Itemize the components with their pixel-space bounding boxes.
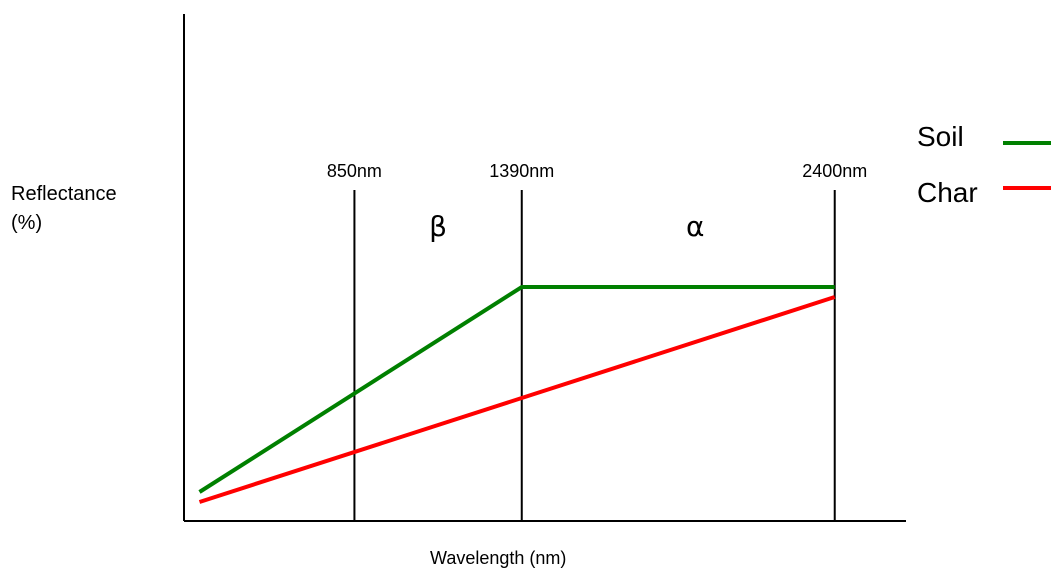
x-axis-label: Wavelength (nm)	[430, 548, 567, 568]
marker-label-850nm: 850nm	[327, 161, 382, 181]
legend-label-char: Char	[917, 177, 978, 208]
region-label-1: α	[686, 210, 704, 243]
marker-label-1390nm: 1390nm	[489, 161, 554, 181]
region-label-0: β	[429, 210, 447, 243]
series-line-char	[198, 295, 836, 504]
series-line-soil	[198, 285, 835, 494]
y-axis-label-line-1: Reflectance	[11, 183, 117, 205]
legend-swatch-char	[1003, 186, 1051, 190]
y-axis-label-line-2: (%)	[11, 212, 43, 234]
y-axis-label: Reflectance (%)	[11, 180, 117, 238]
legend-label-soil: Soil	[917, 121, 964, 152]
marker-label-2400nm: 2400nm	[802, 161, 867, 181]
legend-swatch-soil	[1003, 141, 1051, 145]
